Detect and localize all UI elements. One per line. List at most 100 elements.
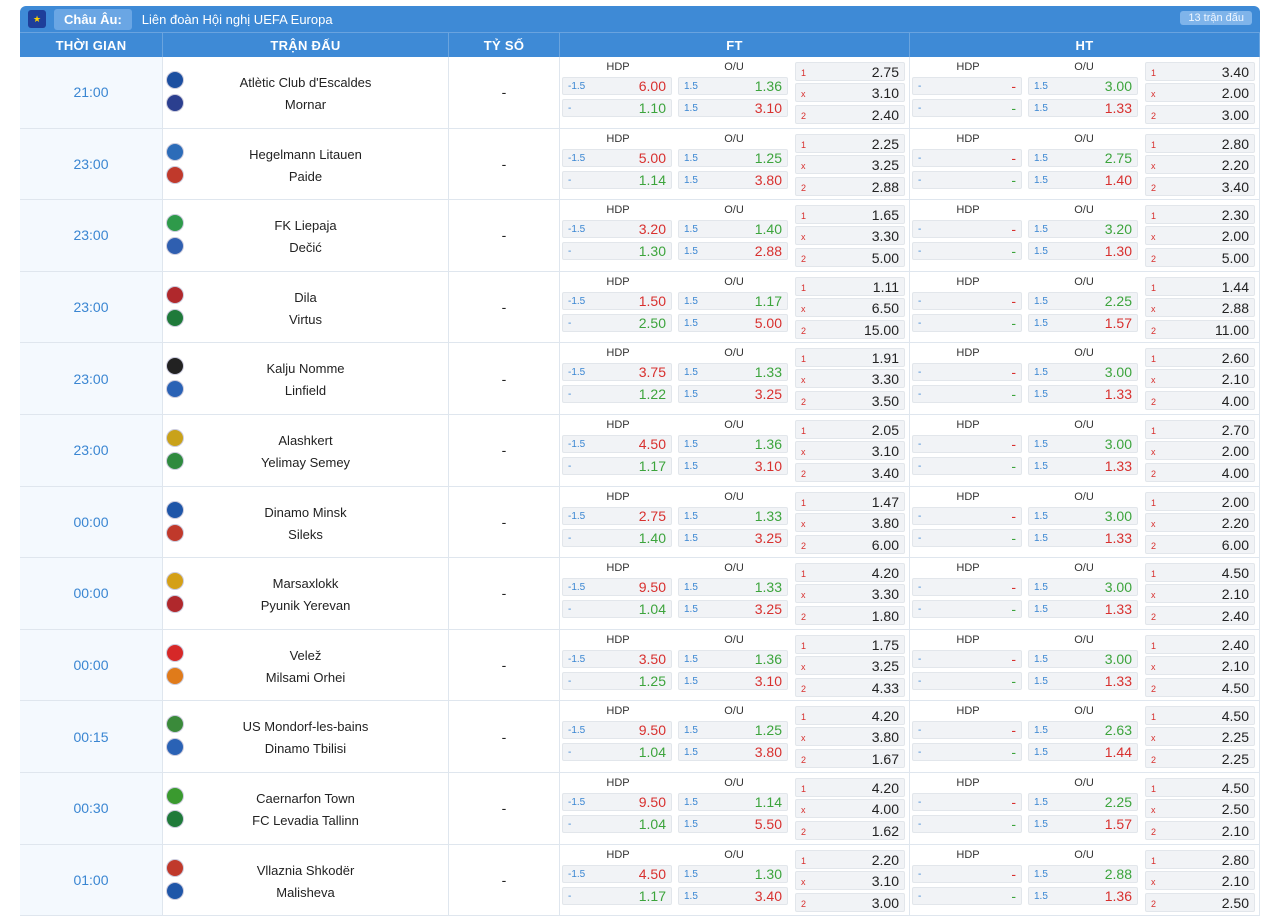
ht-hdp-odds-button[interactable]: - -	[912, 671, 1022, 690]
ft-hdp-odds-button[interactable]: -1.5 5.00	[562, 148, 672, 167]
ft-1x2-odds-button[interactable]: 1 2.25	[795, 133, 905, 153]
home-team-name[interactable]: Vllaznia Shkodër	[256, 862, 355, 878]
ft-1x2-odds-button[interactable]: 2 6.00	[795, 534, 905, 554]
ht-1x2-odds-button[interactable]: 1 2.40	[1145, 634, 1255, 654]
league-header[interactable]: ★ Châu Âu: Liên đoàn Hội nghị UEFA Europ…	[20, 6, 1260, 32]
away-team-name[interactable]: Paide	[288, 168, 323, 184]
ft-hdp-odds-button[interactable]: - 1.14	[562, 170, 672, 189]
ft-ou-odds-button[interactable]: 1.5 1.25	[678, 721, 788, 740]
ht-1x2-odds-button[interactable]: 1 2.80	[1145, 133, 1255, 153]
ht-ou-odds-button[interactable]: 1.5 3.00	[1028, 77, 1138, 95]
home-team-name[interactable]: FK Liepaja	[274, 218, 337, 234]
ft-ou-odds-button[interactable]: 1.5 2.88	[678, 242, 788, 261]
ft-hdp-odds-button[interactable]: -1.5 1.50	[562, 291, 672, 310]
ht-ou-odds-button[interactable]: 1.5 2.88	[1028, 864, 1138, 883]
ft-1x2-odds-button[interactable]: 2 1.67	[795, 749, 905, 769]
match-teams[interactable]: Velež Milsami Orhei	[163, 629, 449, 701]
ht-1x2-odds-button[interactable]: 2 3.40	[1145, 176, 1255, 196]
ft-ou-odds-button[interactable]: 1.5 5.00	[678, 313, 788, 332]
ft-1x2-odds-button[interactable]: 1 4.20	[795, 777, 905, 797]
ht-hdp-odds-button[interactable]: - -	[912, 864, 1022, 883]
match-teams[interactable]: Hegelmann Litauen Paide	[163, 128, 449, 200]
ft-1x2-odds-button[interactable]: 1 1.11	[795, 276, 905, 296]
ft-1x2-odds-button[interactable]: 2 2.88	[795, 176, 905, 196]
ht-1x2-odds-button[interactable]: 1 3.40	[1145, 62, 1255, 81]
ft-ou-odds-button[interactable]: 1.5 3.25	[678, 528, 788, 547]
ft-1x2-odds-button[interactable]: 1 1.65	[795, 205, 905, 225]
table-row[interactable]: 23:00 Alashkert Yelimay Semey - HDP -1.5…	[20, 414, 1260, 487]
ft-hdp-odds-button[interactable]: - 1.40	[562, 528, 672, 547]
match-teams[interactable]: US Mondorf-les-bains Dinamo Tbilisi	[163, 701, 449, 772]
ft-hdp-odds-button[interactable]: - 1.04	[562, 743, 672, 762]
ft-hdp-odds-button[interactable]: -1.5 6.00	[562, 77, 672, 95]
ht-ou-odds-button[interactable]: 1.5 3.00	[1028, 363, 1138, 382]
ht-ou-odds-button[interactable]: 1.5 1.44	[1028, 743, 1138, 762]
ft-hdp-odds-button[interactable]: -1.5 3.75	[562, 363, 672, 382]
ht-hdp-odds-button[interactable]: - -	[912, 434, 1022, 453]
ft-1x2-odds-button[interactable]: 1 1.91	[795, 348, 905, 368]
home-team-name[interactable]: Dinamo Minsk	[264, 504, 347, 520]
ft-ou-odds-button[interactable]: 1.5 1.14	[678, 792, 788, 811]
ht-ou-odds-button[interactable]: 1.5 1.33	[1028, 671, 1138, 690]
ft-1x2-odds-button[interactable]: x 3.30	[795, 226, 905, 246]
home-team-name[interactable]: Caernarfon Town	[256, 790, 355, 806]
away-team-name[interactable]: Pyunik Yerevan	[260, 598, 351, 614]
ft-1x2-odds-button[interactable]: 1 2.75	[795, 62, 905, 81]
ft-hdp-odds-button[interactable]: - 1.04	[562, 814, 672, 833]
ft-1x2-odds-button[interactable]: x 4.00	[795, 798, 905, 818]
away-team-name[interactable]: Mornar	[284, 97, 327, 112]
ht-hdp-odds-button[interactable]: - -	[912, 721, 1022, 740]
ft-1x2-odds-button[interactable]: 2 2.40	[795, 105, 905, 124]
ft-ou-odds-button[interactable]: 1.5 1.30	[678, 864, 788, 883]
ft-1x2-odds-button[interactable]: 1 4.20	[795, 706, 905, 726]
match-teams[interactable]: Kalju Nomme Linfield	[163, 343, 449, 414]
ft-hdp-odds-button[interactable]: - 1.30	[562, 242, 672, 261]
table-row[interactable]: 21:00 Atlètic Club d'Escaldes Mornar - H…	[20, 57, 1260, 129]
ht-1x2-odds-button[interactable]: 1 2.30	[1145, 205, 1255, 225]
home-team-name[interactable]: Velež	[289, 647, 322, 663]
ht-1x2-odds-button[interactable]: x 2.00	[1145, 440, 1255, 460]
ft-ou-odds-button[interactable]: 1.5 1.33	[678, 578, 788, 597]
ht-hdp-odds-button[interactable]: - -	[912, 242, 1022, 261]
ft-ou-odds-button[interactable]: 1.5 3.80	[678, 743, 788, 762]
ft-1x2-odds-button[interactable]: x 3.30	[795, 584, 905, 604]
table-row[interactable]: 23:00 Hegelmann Litauen Paide - HDP -1.5…	[20, 128, 1260, 201]
ht-1x2-odds-button[interactable]: 1 1.44	[1145, 276, 1255, 296]
ht-ou-odds-button[interactable]: 1.5 1.33	[1028, 99, 1138, 117]
ft-ou-odds-button[interactable]: 1.5 5.50	[678, 814, 788, 833]
ht-1x2-odds-button[interactable]: 1 4.50	[1145, 706, 1255, 726]
ft-ou-odds-button[interactable]: 1.5 3.10	[678, 456, 788, 475]
ht-1x2-odds-button[interactable]: x 2.00	[1145, 226, 1255, 246]
ht-ou-odds-button[interactable]: 1.5 3.00	[1028, 506, 1138, 525]
ft-1x2-odds-button[interactable]: x 3.10	[795, 83, 905, 102]
ht-hdp-odds-button[interactable]: - -	[912, 456, 1022, 475]
ft-1x2-odds-button[interactable]: 2 1.80	[795, 606, 905, 626]
ht-ou-odds-button[interactable]: 1.5 1.40	[1028, 170, 1138, 189]
ft-1x2-odds-button[interactable]: 1 4.20	[795, 563, 905, 583]
away-team-name[interactable]: Milsami Orhei	[265, 669, 346, 685]
ht-1x2-odds-button[interactable]: 2 4.00	[1145, 462, 1255, 482]
ht-hdp-odds-button[interactable]: - -	[912, 743, 1022, 762]
table-row[interactable]: 23:00 Dila Virtus - HDP -1.5 1.50 - 2.50…	[20, 271, 1260, 344]
ht-1x2-odds-button[interactable]: x 2.25	[1145, 727, 1255, 747]
ft-1x2-odds-button[interactable]: 1 1.75	[795, 634, 905, 654]
ht-hdp-odds-button[interactable]: - -	[912, 313, 1022, 332]
ht-1x2-odds-button[interactable]: x 2.20	[1145, 512, 1255, 532]
ht-hdp-odds-button[interactable]: - -	[912, 600, 1022, 619]
ft-1x2-odds-button[interactable]: x 3.10	[795, 440, 905, 460]
ft-1x2-odds-button[interactable]: 2 3.00	[795, 892, 905, 912]
ht-ou-odds-button[interactable]: 1.5 1.33	[1028, 385, 1138, 404]
away-team-name[interactable]: Dečić	[289, 240, 322, 256]
ht-1x2-odds-button[interactable]: 2 3.00	[1145, 105, 1255, 124]
ft-1x2-odds-button[interactable]: x 6.50	[795, 297, 905, 317]
ht-ou-odds-button[interactable]: 1.5 3.20	[1028, 220, 1138, 239]
ht-hdp-odds-button[interactable]: - -	[912, 291, 1022, 310]
ft-1x2-odds-button[interactable]: x 3.10	[795, 870, 905, 890]
ht-ou-odds-button[interactable]: 1.5 3.00	[1028, 578, 1138, 597]
ft-1x2-odds-button[interactable]: 2 1.62	[795, 820, 905, 840]
ht-1x2-odds-button[interactable]: 2 4.50	[1145, 677, 1255, 697]
ht-1x2-odds-button[interactable]: 1 2.00	[1145, 491, 1255, 511]
table-row[interactable]: 00:30 Caernarfon Town FC Levadia Tallinn…	[20, 772, 1260, 845]
ht-ou-odds-button[interactable]: 1.5 2.25	[1028, 291, 1138, 310]
ht-hdp-odds-button[interactable]: - -	[912, 814, 1022, 833]
